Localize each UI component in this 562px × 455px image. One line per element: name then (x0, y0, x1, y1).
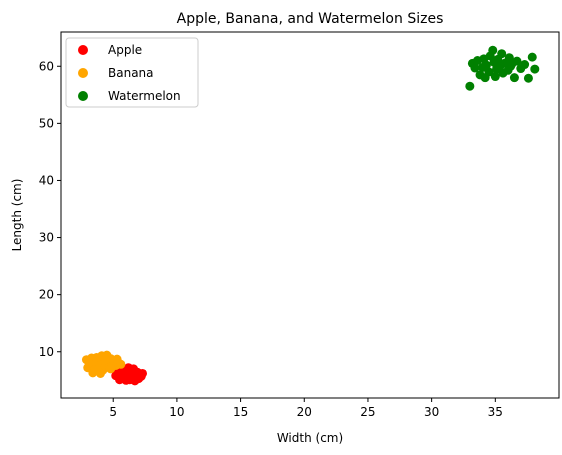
point-banana-29 (112, 354, 122, 364)
point-watermelon-28 (480, 73, 490, 83)
point-watermelon-22 (512, 56, 522, 66)
point-apple-28 (125, 375, 135, 385)
y-axis-ticks: 10 20 30 40 50 60 (39, 59, 61, 359)
y-tick-label-50: 50 (39, 116, 54, 130)
point-banana-25 (95, 368, 105, 378)
x-tick-label-25: 25 (360, 405, 375, 419)
point-banana-28 (106, 364, 116, 374)
point-watermelon-21 (509, 73, 519, 83)
point-watermelon-0 (465, 81, 475, 91)
point-apple-25 (132, 372, 142, 382)
x-tick-label-10: 10 (169, 405, 184, 419)
point-watermelon-25 (523, 73, 533, 83)
y-tick-label-60: 60 (39, 59, 54, 73)
y-tick-label-30: 30 (39, 231, 54, 245)
legend-marker-banana (78, 68, 88, 78)
point-watermelon-26 (527, 52, 537, 62)
point-watermelon-15 (497, 49, 507, 59)
legend-label-watermelon: Watermelon (108, 89, 181, 103)
x-axis-ticks: 5 10 15 20 25 30 35 (109, 398, 503, 419)
data-points (81, 45, 540, 386)
x-tick-label-35: 35 (488, 405, 503, 419)
legend-label-banana: Banana (108, 66, 154, 80)
legend-marker-watermelon (78, 91, 88, 101)
point-watermelon-9 (488, 45, 498, 55)
x-axis-label: Width (cm) (277, 431, 343, 445)
x-tick-label-20: 20 (297, 405, 312, 419)
point-apple-29 (127, 364, 137, 374)
x-tick-label-30: 30 (424, 405, 439, 419)
legend-box (65, 37, 199, 108)
x-tick-label-5: 5 (109, 405, 117, 419)
y-axis-label: Length (cm) (10, 179, 24, 252)
point-watermelon-6 (481, 60, 491, 70)
point-watermelon-11 (490, 72, 500, 82)
x-tick-label-15: 15 (233, 405, 248, 419)
point-watermelon-29 (494, 61, 504, 71)
plot-frame (60, 31, 560, 399)
point-banana-27 (84, 358, 94, 368)
legend-marker-apple (78, 45, 88, 55)
y-tick-label-10: 10 (39, 345, 54, 359)
point-watermelon-31 (470, 63, 480, 73)
y-tick-label-40: 40 (39, 173, 54, 187)
point-watermelon-24 (520, 60, 530, 70)
legend: Apple Banana Watermelon (65, 37, 199, 108)
point-watermelon-30 (506, 61, 516, 71)
point-banana-26 (101, 355, 111, 365)
legend-label-apple: Apple (108, 43, 142, 57)
point-watermelon-27 (530, 64, 540, 74)
y-tick-label-20: 20 (39, 288, 54, 302)
chart-title: Apple, Banana, and Watermelon Sizes (177, 11, 444, 27)
